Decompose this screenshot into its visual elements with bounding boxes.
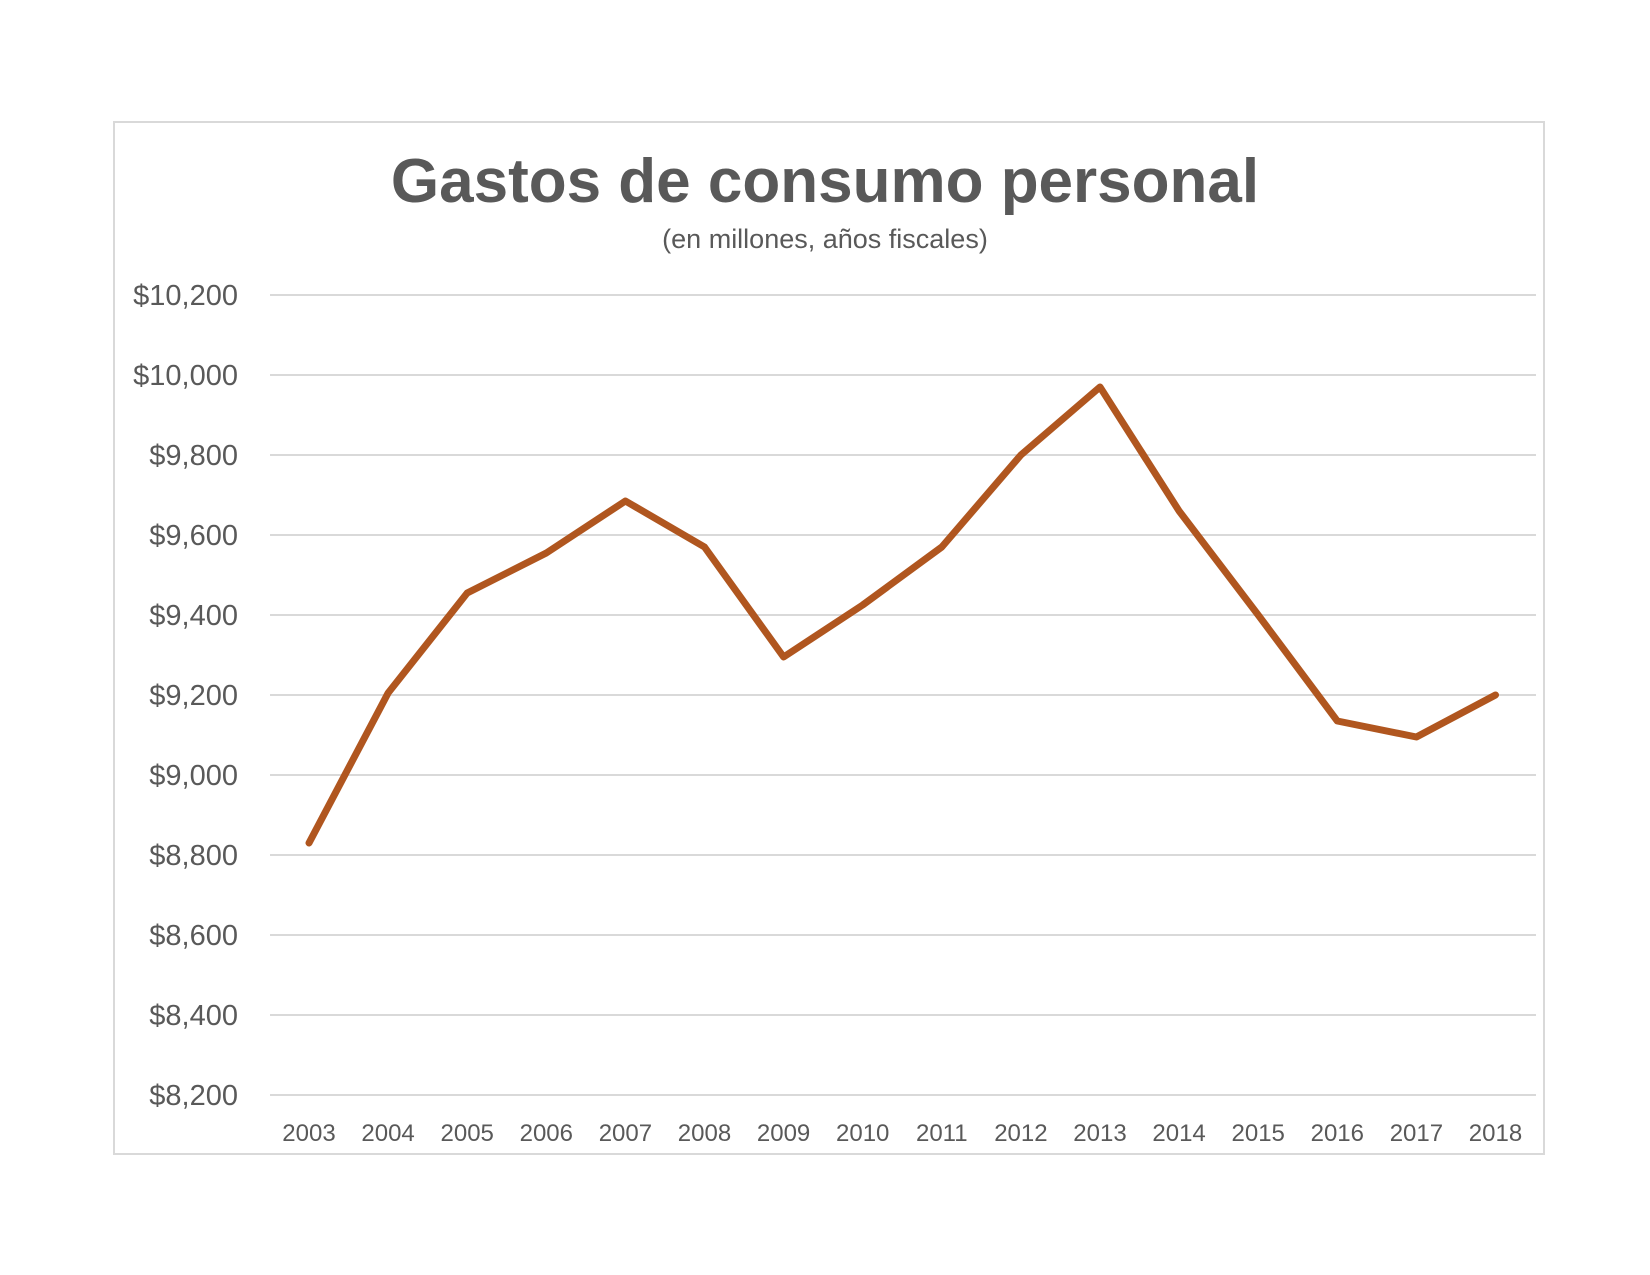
y-tick-label: $8,200 <box>149 1080 238 1112</box>
y-tick-label: $9,200 <box>149 680 238 712</box>
y-axis-ticks: $8,200 $8,400 $8,600 $8,800 $9,000 $9,200 $9,4… <box>133 280 238 1112</box>
x-tick-label: 2018 <box>1469 1120 1522 1147</box>
x-tick-label: 2007 <box>599 1120 652 1147</box>
y-tick-label: $8,800 <box>149 840 238 872</box>
x-tick-label: 2003 <box>282 1120 335 1147</box>
y-tick-label: $10,200 <box>133 280 238 312</box>
y-tick-label: $8,600 <box>149 920 238 952</box>
y-tick-label: $8,400 <box>149 1000 238 1032</box>
x-tick-label: 2015 <box>1232 1120 1285 1147</box>
data-point <box>1492 692 1499 698</box>
x-tick-label: 2011 <box>916 1120 968 1147</box>
y-tick-label: $9,600 <box>149 520 238 552</box>
y-tick-label: $9,400 <box>149 600 238 632</box>
data-point <box>622 498 629 504</box>
x-tick-label: 2005 <box>441 1120 494 1147</box>
x-tick-label: 2013 <box>1073 1120 1126 1147</box>
data-point <box>859 602 866 608</box>
data-point <box>1255 612 1262 618</box>
chart-subtitle: (en millones, años fiscales) <box>662 224 988 254</box>
x-tick-label: 2016 <box>1311 1120 1364 1147</box>
y-tick-label: $9,800 <box>149 440 238 472</box>
x-tick-label: 2009 <box>757 1120 810 1147</box>
x-tick-label: 2006 <box>520 1120 573 1147</box>
data-point <box>1017 452 1024 458</box>
x-tick-label: 2014 <box>1152 1120 1205 1147</box>
data-point <box>1176 508 1183 514</box>
chart-title: Gastos de consumo personal <box>390 147 1260 216</box>
y-tick-label: $10,000 <box>133 360 238 392</box>
data-point <box>1097 384 1103 390</box>
data-point <box>780 654 787 660</box>
series-layer <box>305 383 1499 847</box>
data-point <box>1334 718 1341 724</box>
data-point <box>938 544 945 550</box>
x-tick-label: 2012 <box>994 1120 1047 1147</box>
data-point <box>1413 734 1420 740</box>
x-tick-label: 2004 <box>361 1120 414 1147</box>
data-point <box>306 840 312 846</box>
data-point <box>701 544 708 550</box>
gridlines <box>270 294 1536 1096</box>
series-line <box>305 383 1499 847</box>
data-point <box>464 590 471 596</box>
y-tick-label: $9,000 <box>149 760 238 792</box>
chart-frame <box>113 121 1545 1155</box>
x-tick-label: 2008 <box>678 1120 731 1147</box>
x-axis-ticks: 2003 2004 2005 2006 2007 2008 2009 2010 2011 2012… <box>282 1120 1522 1147</box>
x-tick-label: 2010 <box>836 1120 889 1147</box>
x-tick-label: 2017 <box>1390 1120 1443 1147</box>
data-point <box>543 550 550 556</box>
data-point <box>385 690 392 696</box>
